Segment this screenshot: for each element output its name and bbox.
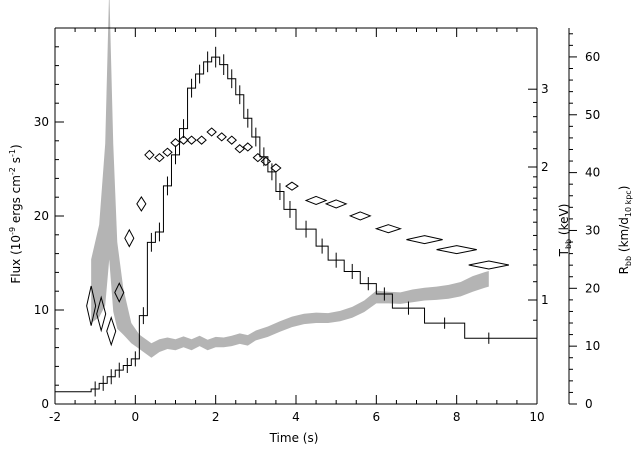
x-axis-title: Time (s) (269, 431, 319, 445)
y-radius-tick-label: 40 (585, 166, 600, 180)
temperature-point (285, 181, 299, 191)
temperature-point (242, 142, 254, 152)
y-temperature-tick-label: 3 (541, 82, 549, 96)
y-radius-tick-label: 50 (585, 108, 600, 122)
temperature-point (304, 195, 328, 205)
temperature-point (260, 156, 272, 166)
x-tick-label: 10 (529, 410, 544, 424)
y-axis-radius-title: Rbb (km/d10 kpc) (617, 186, 633, 275)
x-tick-label: -2 (49, 410, 61, 424)
x-tick-label: 8 (453, 410, 461, 424)
temperature-point (324, 199, 348, 209)
temperature-point (96, 295, 107, 333)
y-radius-tick-label: 30 (585, 223, 600, 237)
y-radius-tick-label: 10 (585, 339, 600, 353)
temperature-point (252, 152, 264, 163)
flux-histogram (55, 56, 537, 393)
y-axis-left-title: Flux (10-9 ergs cm-2 s-1) (8, 144, 23, 283)
temperature-point (216, 132, 227, 142)
y-radius-tick-label: 60 (585, 50, 600, 64)
y-radius-tick-label: 20 (585, 281, 600, 295)
temperature-point (170, 138, 181, 148)
temperature-point (106, 316, 117, 347)
y-left-tick-label: 20 (34, 209, 49, 223)
y-temperature-tick-label: 1 (541, 293, 549, 307)
temperature-point (186, 135, 197, 145)
temperature-point (270, 163, 282, 173)
temperature-point (234, 144, 246, 154)
temperature-point (178, 135, 189, 145)
temperature-point (226, 135, 237, 145)
y-left-tick-label: 30 (34, 115, 49, 129)
temperature-point (206, 127, 217, 137)
temperature-point (196, 135, 207, 145)
temperature-point (86, 285, 97, 326)
temperature-point (114, 282, 125, 303)
radius-band-series (91, 0, 489, 358)
temperature-point (136, 196, 147, 212)
radius-band (91, 0, 489, 358)
y-temperature-tick-label: 2 (541, 160, 549, 174)
temperature-point (468, 260, 509, 270)
y-left-tick-label: 0 (41, 397, 49, 411)
temperature-point (406, 235, 443, 245)
x-tick-label: 2 (212, 410, 220, 424)
temperature-point (144, 149, 155, 161)
y-left-tick-label: 10 (34, 303, 49, 317)
flux-series (55, 46, 537, 397)
temperature-point (374, 224, 403, 234)
y-axis-temperature-title: Tbb (keV) (557, 204, 573, 258)
temperature-point (124, 228, 135, 248)
temperature-point (154, 152, 165, 163)
temperature-point (162, 147, 173, 157)
y-radius-tick-label: 0 (585, 397, 593, 411)
x-tick-label: 4 (292, 410, 300, 424)
temperature-point (348, 211, 372, 221)
temperature-point (436, 245, 477, 255)
x-tick-label: 6 (373, 410, 381, 424)
x-tick-label: 0 (132, 410, 140, 424)
temperature-series (86, 127, 509, 347)
